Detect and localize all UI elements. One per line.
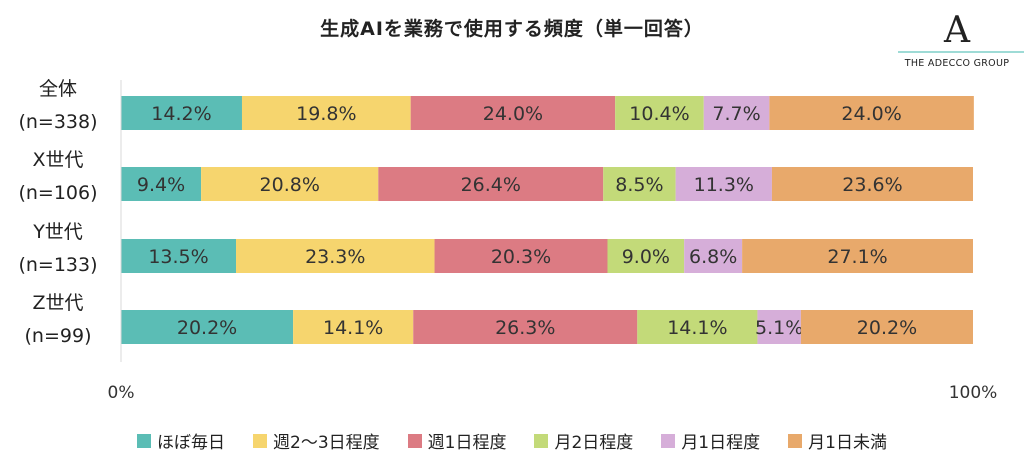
bar-value-label: 20.3% [491, 246, 551, 268]
bar-segment [434, 239, 608, 273]
legend-label: ほぼ毎日 [157, 433, 226, 453]
bar-segment [241, 96, 411, 130]
category-label: Y世代 [32, 221, 83, 243]
bar-segment [293, 310, 414, 344]
legend-swatch [137, 433, 152, 448]
legend-swatch [534, 433, 549, 448]
legend-label: 月2日程度 [554, 433, 634, 453]
bar-value-label: 19.8% [296, 103, 356, 125]
bar-value-label: 9.0% [622, 246, 670, 268]
bar-value-label: 14.1% [323, 317, 383, 339]
category-label: 全体 [39, 78, 77, 100]
legend-swatch [788, 433, 803, 448]
bar-value-label: 8.5% [615, 174, 663, 196]
bar-segment [800, 310, 973, 344]
legend-item: 月2日程度 [534, 428, 633, 453]
x-tick-label: 100% [949, 383, 998, 403]
logo-wordmark: THE ADECCO GROUP [904, 58, 1010, 69]
bar-value-label: 6.8% [689, 246, 737, 268]
bar-value-label: 26.3% [495, 317, 555, 339]
bars-layer: 14.2% 19.8% 24.0% 10.4% 7.7% 24.0% 9.4% 20.8% 26… [121, 96, 974, 344]
category-sample-size: (n=133) [18, 254, 97, 276]
legend-swatch [253, 433, 268, 448]
bar-value-label: 24.0% [483, 103, 543, 125]
category-label: X世代 [32, 149, 83, 171]
bar-value-label: 27.1% [827, 246, 887, 268]
bar-segment [769, 96, 974, 130]
bar-segment [121, 167, 202, 201]
x-tick-label: 0% [108, 383, 135, 403]
legend-label: 週1日程度 [427, 433, 507, 453]
bar-segment [413, 310, 638, 344]
bar-value-label: 23.6% [842, 174, 902, 196]
bar-segment [684, 239, 743, 273]
legend: ほぼ毎日 週2～3日程度 週1日程度 月2日程度 月1日程度 月1日未満 [0, 428, 1024, 453]
bar-value-label: 9.4% [137, 174, 185, 196]
adecco-a-icon: A [898, 10, 1024, 53]
bar-value-label: 14.1% [667, 317, 727, 339]
category-label: Z世代 [32, 292, 83, 314]
bar-value-label: 14.2% [151, 103, 211, 125]
legend-swatch [661, 433, 676, 448]
bar-segment [236, 239, 435, 273]
bar-segment [121, 239, 237, 273]
legend-item: 月1日未満 [788, 428, 887, 453]
stacked-bar-chart: 14.2% 19.8% 24.0% 10.4% 7.7% 24.0% 9.4% 20.8% 26… [18, 78, 997, 403]
legend-item: 週1日程度 [407, 428, 507, 453]
bar-value-label: 20.2% [857, 317, 917, 339]
legend-label: 週2～3日程度 [273, 433, 380, 453]
legend-swatch [407, 433, 422, 448]
bar-segment [121, 96, 242, 130]
bar-value-label: 26.4% [461, 174, 521, 196]
legend-label: 月1日未満 [808, 433, 887, 453]
bar-value-label: 13.5% [148, 246, 208, 268]
bar-value-label: 20.2% [177, 317, 237, 339]
bar-segment [121, 310, 294, 344]
legend-label: 月1日程度 [681, 433, 761, 453]
bar-value-label: 11.3% [694, 174, 754, 196]
bar-value-label: 20.8% [260, 174, 320, 196]
bar-segment [603, 167, 676, 201]
bar-segment [703, 96, 770, 130]
bar-segment [201, 167, 379, 201]
bar-segment [742, 239, 973, 273]
bar-value-label: 24.0% [841, 103, 901, 125]
bar-value-label: 23.3% [305, 246, 365, 268]
bar-segment [757, 310, 801, 344]
chart-title: 生成AIを業務で使用する頻度（単一回答） [320, 18, 704, 40]
category-sample-size: (n=338) [18, 111, 97, 133]
legend-item: 月1日程度 [661, 428, 760, 453]
legend-item: 週2～3日程度 [253, 428, 380, 453]
bar-segment [675, 167, 772, 201]
bar-value-label: 10.4% [629, 103, 689, 125]
bar-value-label: 7.7% [712, 103, 760, 125]
bar-segment [637, 310, 758, 344]
bar-segment [771, 167, 973, 201]
bar-segment [615, 96, 704, 130]
bar-value-label: 5.1% [755, 317, 803, 339]
svg-text:A: A [943, 10, 971, 51]
category-sample-size: (n=99) [25, 325, 92, 347]
bar-segment [378, 167, 604, 201]
adecco-logo: A THE ADECCO GROUP [898, 8, 1024, 72]
axis-layer: 全体 (n=338) X世代 (n=106) Y世代 (n=133) Z世代 (n=99) 0%… [18, 78, 997, 403]
category-sample-size: (n=106) [18, 182, 97, 204]
bar-segment [607, 239, 685, 273]
legend-item: ほぼ毎日 [137, 428, 225, 453]
bar-segment [410, 96, 616, 130]
